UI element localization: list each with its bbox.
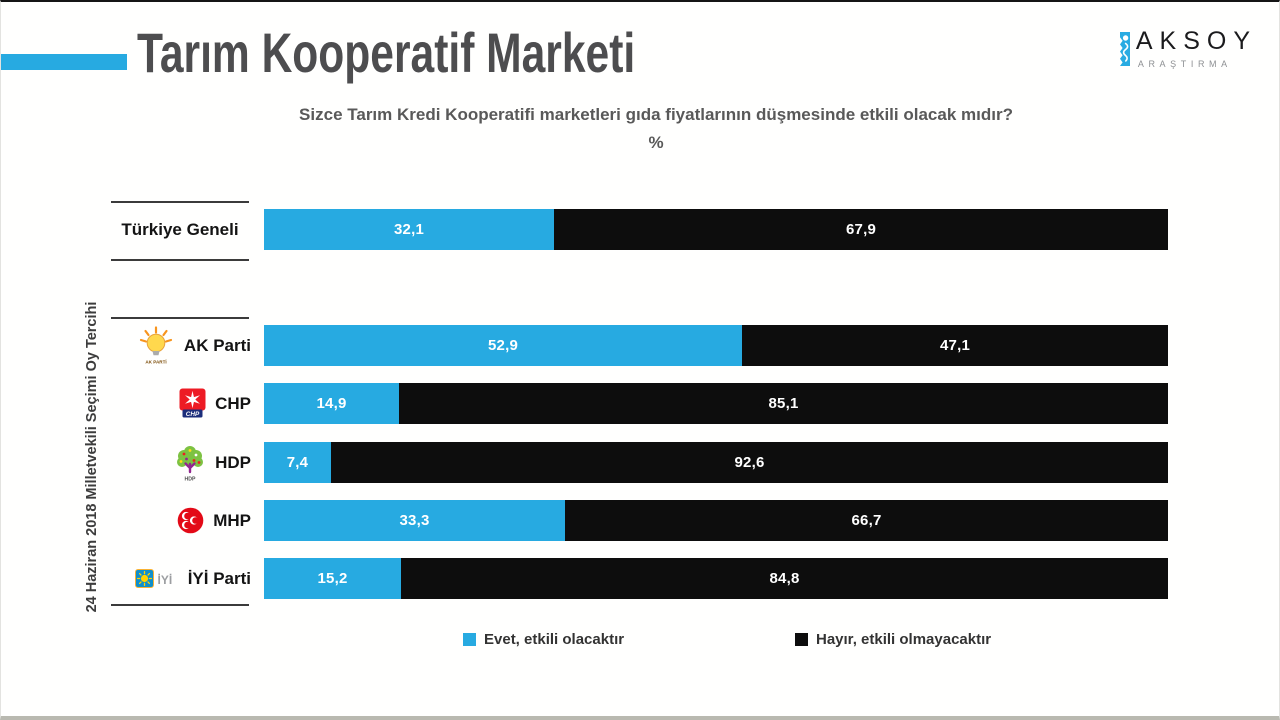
category-label-1: AK PARTİ AK Parti [137,325,251,366]
value-label-evet: 14,9 [316,395,347,412]
category-label-2: CHP CHP [179,383,251,424]
chp-sixarrows-icon: CHP [179,388,206,419]
hdp-tree-icon: HDP [174,444,206,482]
value-label-hayir: 47,1 [940,337,970,354]
aksoy-totem-icon [1116,30,1133,73]
bar-segment-evet: 14,9 [264,383,399,424]
bar-row-0: 32,1 67,9 [264,209,1168,250]
bar-segment-evet: 7,4 [264,442,331,483]
legend-item-hayir: Hayır, etkili olmayacaktır [795,631,991,648]
separator-line-top-parties [111,317,249,319]
separator-line-bottom-general [111,259,249,261]
page-title: Tarım Kooperatif Marketi [137,21,636,84]
bar-segment-hayir: 85,1 [399,383,1168,424]
bar-row-1: 52,9 47,1 [264,325,1168,366]
value-label-evet: 15,2 [317,570,348,587]
chart-question: Sizce Tarım Kredi Kooperatifi marketleri… [299,105,1013,124]
mhp-crescents-icon [177,507,204,534]
value-label-evet: 32,1 [394,221,424,238]
bar-segment-evet: 32,1 [264,209,554,250]
legend-swatch-evet [463,633,476,646]
aksoy-logo-text: AKSOY ARAŞTIRMA [1135,27,1257,69]
value-label-hayir: 92,6 [734,454,765,471]
group-axis-label: 24 Haziran 2018 Milletvekili Seçimi Oy T… [84,301,100,613]
category-label-0: Türkiye Geneli [109,209,251,250]
category-name: MHP [213,510,251,530]
legend-label-hayir: Hayır, etkili olmayacaktır [816,631,992,648]
bar-segment-evet: 52,9 [264,325,742,366]
value-label-evet: 52,9 [488,337,518,354]
bar-segment-hayir: 66,7 [565,500,1168,541]
separator-line-bottom-parties [111,604,249,606]
bar-segment-hayir: 67,9 [554,209,1168,250]
category-label-4: MHP [177,500,251,541]
akparti-lightbulb-icon: AK PARTİ [137,325,175,366]
value-label-evet: 7,4 [286,454,309,471]
separator-line-top-general [111,201,249,203]
bar-row-4: 33,3 66,7 [264,500,1168,541]
bar-segment-evet: 33,3 [264,500,565,541]
logo-name: AKSOY [1135,27,1257,55]
bar-row-3: 7,4 92,6 [264,442,1168,483]
category-label-5: İYİ İYİ Parti [134,558,251,599]
legend-swatch-hayir [795,633,808,646]
aksoy-logo: AKSOY ARAŞTIRMA [1116,27,1257,73]
value-label-hayir: 85,1 [768,395,799,412]
category-name: CHP [215,393,251,413]
svg-text:CHP: CHP [186,411,200,418]
svg-text:HDP: HDP [185,476,196,482]
chart-unit-label: % [648,133,664,152]
bar-row-2: 14,9 85,1 [264,383,1168,424]
bar-segment-hayir: 92,6 [331,442,1168,483]
value-label-evet: 33,3 [399,512,430,529]
logo-subtitle: ARAŞTIRMA [1137,58,1232,69]
category-name: İYİ Parti [187,568,251,588]
bar-segment-hayir: 84,8 [401,558,1168,599]
value-label-hayir: 66,7 [851,512,882,529]
value-label-hayir: 67,9 [846,221,876,238]
category-name: Türkiye Geneli [121,219,239,239]
category-name: AK Parti [183,335,251,355]
svg-text:AK PARTİ: AK PARTİ [145,358,166,364]
category-name: HDP [215,452,251,472]
svg-text:İYİ: İYİ [157,572,172,587]
legend-label-evet: Evet, etkili olacaktır [484,631,625,648]
value-label-hayir: 84,8 [769,570,800,587]
title-accent-bar [1,54,127,70]
bar-segment-evet: 15,2 [264,558,401,599]
bar-segment-hayir: 47,1 [742,325,1168,366]
iyi-sun-icon: İYİ [134,568,179,589]
category-label-3: HDP HDP [174,442,251,483]
bar-row-5: 15,2 84,8 [264,558,1168,599]
legend-item-evet: Evet, etkili olacaktır [463,631,624,648]
